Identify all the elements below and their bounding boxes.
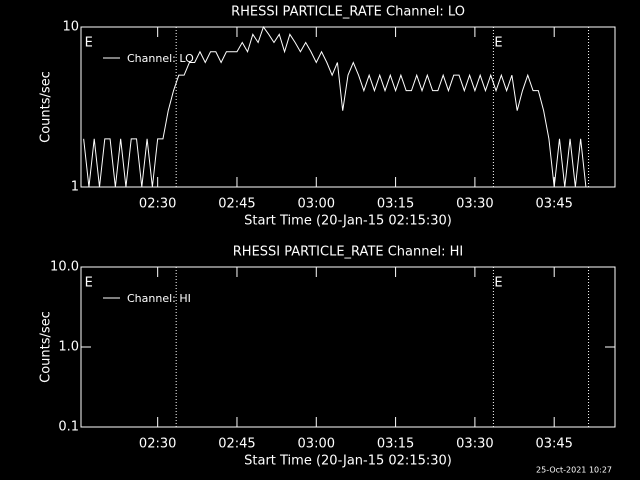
x-tick-label: 03:00: [298, 437, 335, 452]
x-tick-label: 03:15: [377, 197, 414, 212]
flag-label: E: [494, 276, 502, 291]
data-line: [83, 25, 613, 188]
flag-label: E: [494, 36, 502, 51]
x-tick-label: 02:30: [139, 197, 176, 212]
chart-title: RHESSI PARTICLE_RATE Channel: LO: [231, 5, 465, 20]
plot-frame: [80, 26, 616, 188]
x-tick-label: 03:30: [456, 197, 493, 212]
x-tick-label: 03:45: [535, 197, 572, 212]
y-tick-label: 1.0: [58, 340, 79, 355]
y-axis-label: Counts/sec: [39, 71, 54, 143]
flag-label: E: [85, 276, 93, 291]
y-tick-label: 10.0: [50, 260, 79, 275]
legend-label: Channel: LO: [127, 52, 194, 65]
x-tick-label: 02:45: [218, 437, 255, 452]
x-tick-label: 03:45: [535, 437, 572, 452]
x-tick-label: 03:30: [456, 437, 493, 452]
x-axis-label: Start Time (20-Jan-15 02:15:30): [244, 454, 452, 469]
x-axis-label: Start Time (20-Jan-15 02:15:30): [244, 214, 452, 229]
x-tick-label: 03:00: [298, 197, 335, 212]
y-tick-label: 10: [62, 20, 79, 35]
y-tick-label: 1: [71, 180, 79, 195]
plot-frame: [80, 266, 616, 428]
y-tick-label: 0.1: [58, 420, 79, 435]
footer: 25-Oct-2021 10:27: [536, 466, 612, 475]
chart-title: RHESSI PARTICLE_RATE Channel: HI: [233, 245, 463, 260]
legend-label: Channel: HI: [127, 292, 191, 305]
x-tick-label: 03:15: [377, 437, 414, 452]
flag-label: E: [85, 36, 93, 51]
x-tick-label: 02:45: [218, 197, 255, 212]
y-axis-label: Counts/sec: [39, 311, 54, 383]
x-tick-label: 02:30: [139, 437, 176, 452]
